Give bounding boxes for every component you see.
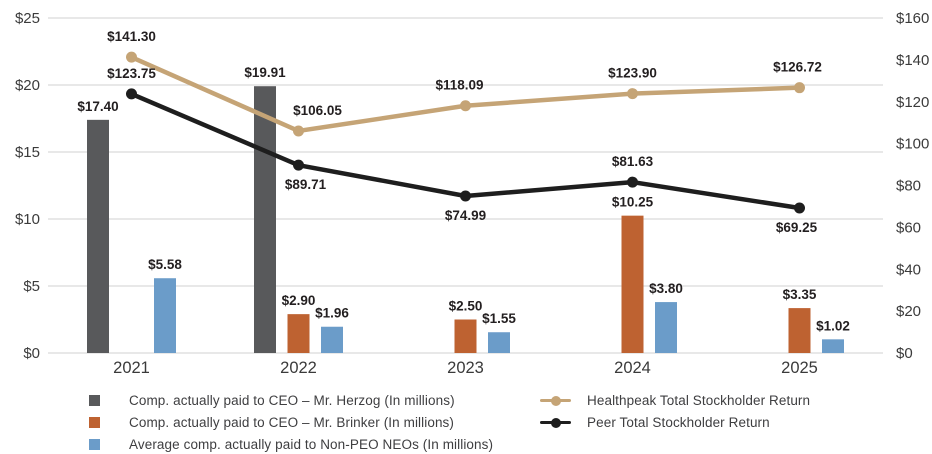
- left-axis-tick-label: $10: [15, 211, 40, 228]
- chart-legend: Comp. actually paid to CEO – Mr. Herzog …: [0, 389, 932, 454]
- legend-item-healthpeak-tsr: Healthpeak Total Stockholder Return: [540, 389, 810, 411]
- legend-bar-series-column: Comp. actually paid to CEO – Mr. Herzog …: [89, 389, 493, 454]
- line-value-label: $106.05: [293, 103, 342, 118]
- right-axis-tick-label: $20: [896, 303, 921, 320]
- bar-ceo-brinker: [621, 215, 644, 353]
- bar-value-label: $17.40: [77, 99, 118, 114]
- category-label: 2021: [113, 359, 150, 377]
- bar-value-label: $3.35: [783, 287, 817, 302]
- chart-plot-area: $25 $20 $15 $10 $5 $0 $160 $140 $120 $100 $80 $60 $4…: [15, 10, 929, 377]
- line-point-healthpeak-tsr: [627, 88, 638, 100]
- bar-ceo-brinker: [788, 308, 811, 353]
- category-label: 2023: [447, 359, 484, 377]
- legend-line-series-column: Healthpeak Total Stockholder Return Peer…: [540, 389, 810, 433]
- bar-value-label: $1.55: [482, 311, 516, 326]
- bar-non-peo-neos: [321, 326, 343, 353]
- line-point-peer-tsr: [293, 159, 304, 171]
- legend-item-ceo-brinker: Comp. actually paid to CEO – Mr. Brinker…: [89, 411, 493, 433]
- bar-ceo-brinker: [454, 319, 477, 353]
- legend-label-peer-tsr: Peer Total Stockholder Return: [587, 414, 770, 430]
- line-value-label: $123.75: [107, 66, 156, 81]
- bar-value-label: $5.58: [148, 257, 182, 272]
- right-axis-tick-label: $140: [896, 52, 929, 69]
- brinker-bar-swatch-icon: [89, 416, 100, 428]
- line-value-label: $118.09: [435, 78, 483, 93]
- line-value-label: $74.99: [445, 208, 486, 223]
- line-value-label: $89.71: [285, 177, 327, 192]
- bar-ceo-brinker: [287, 314, 310, 353]
- right-axis-tick-label: $100: [896, 136, 929, 153]
- line-value-label: $123.90: [608, 66, 657, 81]
- left-axis-tick-label: $15: [15, 144, 40, 161]
- peer-line-marker-icon: [540, 417, 571, 428]
- line-point-peer-tsr: [460, 190, 471, 202]
- bar-value-label: $2.50: [449, 299, 483, 314]
- line-value-label: $141.30: [107, 29, 156, 44]
- legend-label-ceo-brinker: Comp. actually paid to CEO – Mr. Brinker…: [129, 414, 455, 430]
- bar-non-peo-neos: [154, 278, 176, 353]
- bar-ceo-herzog: [254, 86, 276, 354]
- bar-non-peo-neos: [488, 332, 510, 353]
- bar-non-peo-neos: [822, 339, 844, 353]
- bar-value-label: $1.96: [315, 306, 349, 321]
- category-label: 2024: [614, 359, 651, 377]
- bar-value-label: $3.80: [649, 281, 683, 296]
- legend-item-non-peo-neos: Average comp. actually paid to Non-PEO N…: [89, 433, 493, 454]
- legend-label-healthpeak-tsr: Healthpeak Total Stockholder Return: [587, 392, 811, 408]
- right-axis-tick-label: $40: [896, 261, 921, 278]
- line-value-label: $126.72: [773, 60, 822, 75]
- non-peo-neos-bar-swatch-icon: [89, 438, 100, 450]
- left-axis-tick-label: $25: [15, 10, 40, 27]
- category-label: 2025: [781, 359, 818, 377]
- legend-item-ceo-herzog: Comp. actually paid to CEO – Mr. Herzog …: [89, 389, 493, 411]
- left-axis-tick-label: $5: [23, 278, 40, 295]
- line-point-healthpeak-tsr: [460, 100, 471, 112]
- left-axis-tick-label: $20: [15, 77, 40, 94]
- line-healthpeak-tsr: [130, 55, 800, 134]
- right-axis-tick-label: $160: [896, 10, 929, 27]
- bar-ceo-herzog: [87, 119, 109, 353]
- line-value-label: $69.25: [776, 220, 818, 235]
- bar-value-label: $10.25: [612, 195, 654, 210]
- line-point-healthpeak-tsr: [794, 82, 805, 94]
- line-point-healthpeak-tsr: [293, 125, 304, 137]
- line-point-peer-tsr: [627, 176, 638, 188]
- line-value-label: $81.63: [612, 154, 654, 169]
- bar-value-label: $2.90: [282, 293, 316, 308]
- right-axis-tick-label: $60: [896, 219, 921, 236]
- bar-value-label: $19.91: [244, 65, 286, 80]
- bar-non-peo-neos: [655, 302, 677, 353]
- bar-value-label: $1.02: [816, 318, 850, 333]
- healthpeak-line-marker-icon: [540, 395, 571, 406]
- right-axis-tick-label: $120: [896, 94, 929, 111]
- left-axis-tick-label: $0: [23, 345, 40, 362]
- line-point-peer-tsr: [794, 202, 805, 214]
- right-axis-tick-label: $80: [896, 178, 921, 195]
- line-point-peer-tsr: [126, 88, 137, 100]
- legend-label-non-peo-neos: Average comp. actually paid to Non-PEO N…: [129, 436, 494, 452]
- category-label: 2022: [280, 359, 317, 377]
- right-axis-tick-label: $0: [896, 345, 913, 362]
- line-point-healthpeak-tsr: [126, 51, 137, 63]
- herzog-bar-swatch-icon: [89, 394, 100, 406]
- legend-label-ceo-herzog: Comp. actually paid to CEO – Mr. Herzog …: [129, 392, 455, 408]
- legend-item-peer-tsr: Peer Total Stockholder Return: [540, 411, 810, 433]
